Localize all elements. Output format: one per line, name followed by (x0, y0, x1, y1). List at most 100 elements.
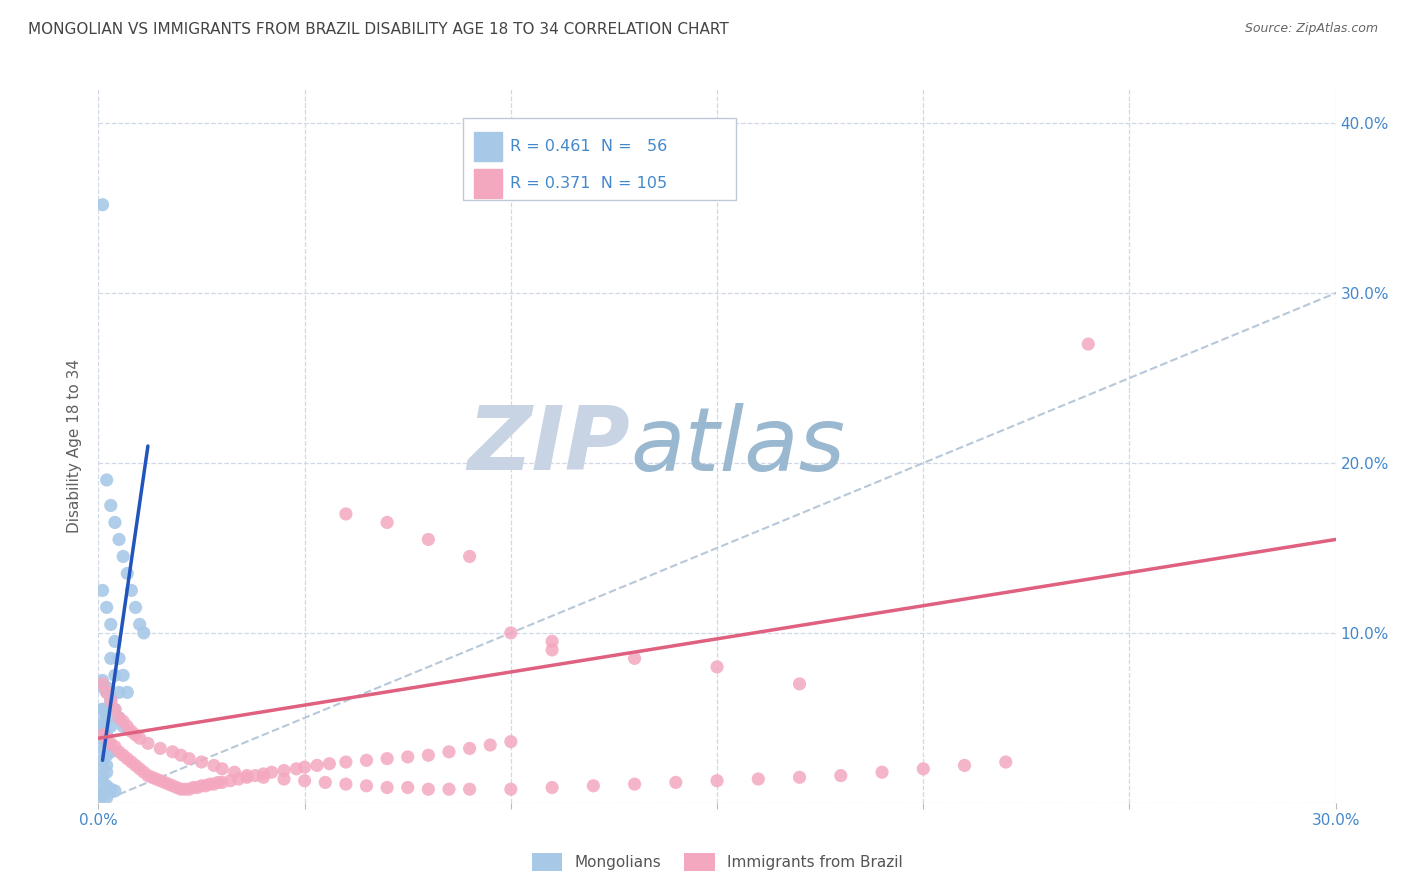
Point (789, 677, 811, 691)
Point (141, 770, 163, 784)
Point (157, 777, 180, 791)
Point (128, 617, 150, 632)
Point (128, 731, 150, 746)
Point (190, 755, 212, 769)
Point (112, 714, 135, 729)
Point (541, 780, 564, 795)
Point (153, 775, 176, 789)
Point (396, 780, 419, 795)
Point (100, 499, 122, 513)
Point (120, 755, 142, 769)
Point (706, 660, 728, 674)
Point (335, 507, 357, 521)
Point (100, 694, 122, 708)
Point (120, 583, 142, 598)
Point (458, 549, 481, 564)
Point (541, 643, 564, 657)
Point (96, 711, 118, 725)
Point (194, 779, 217, 793)
Point (91, 775, 114, 789)
Point (91, 770, 114, 784)
Point (458, 741, 481, 756)
Point (91, 583, 114, 598)
Point (273, 764, 295, 778)
Point (211, 762, 233, 776)
Point (582, 779, 605, 793)
Point (236, 769, 259, 783)
Point (117, 566, 139, 581)
Point (418, 748, 440, 763)
Point (117, 719, 139, 733)
Point (104, 634, 127, 648)
Point (356, 779, 378, 793)
Point (499, 626, 522, 640)
Point (1077, 337, 1099, 351)
Point (170, 748, 193, 763)
Point (104, 784, 127, 798)
Point (96, 748, 118, 763)
Text: ZIP: ZIP (468, 402, 630, 490)
Point (124, 758, 146, 772)
Point (186, 780, 208, 795)
Text: Source: ZipAtlas.com: Source: ZipAtlas.com (1244, 22, 1378, 36)
Text: R = 0.461  N =   56: R = 0.461 N = 56 (510, 139, 666, 154)
Point (108, 711, 131, 725)
Point (418, 782, 440, 797)
Point (117, 751, 139, 765)
Point (149, 773, 172, 788)
Point (100, 745, 122, 759)
Point (104, 668, 127, 682)
Point (149, 741, 172, 756)
Point (162, 745, 184, 759)
Point (96, 790, 118, 805)
Point (117, 685, 139, 699)
Point (541, 634, 564, 648)
Point (162, 779, 184, 793)
Point (91, 731, 114, 746)
Point (499, 782, 522, 797)
Point (179, 782, 201, 797)
Point (174, 782, 197, 797)
Point (305, 758, 328, 772)
Point (104, 516, 127, 530)
Point (219, 773, 242, 788)
Point (96, 731, 118, 746)
Point (108, 685, 131, 699)
Point (375, 780, 398, 795)
Point (198, 777, 221, 791)
Point (91, 673, 114, 688)
Point (91, 677, 114, 691)
Point (437, 782, 460, 797)
Point (132, 626, 155, 640)
Point (260, 765, 283, 780)
Point (623, 777, 645, 791)
Point (273, 772, 295, 786)
Point (211, 775, 233, 789)
Point (96, 685, 118, 699)
Point (124, 600, 146, 615)
Point (96, 473, 118, 487)
Point (458, 782, 481, 797)
Point (100, 736, 122, 750)
Point (112, 748, 135, 763)
Point (136, 736, 159, 750)
Point (100, 651, 122, 665)
Point (91, 741, 114, 756)
Point (104, 739, 127, 754)
Point (318, 756, 340, 771)
Point (207, 775, 229, 789)
Point (91, 714, 114, 729)
Point (789, 770, 811, 784)
Point (96, 765, 118, 780)
Point (96, 758, 118, 772)
Point (100, 782, 122, 797)
Point (136, 769, 159, 783)
Text: MONGOLIAN VS IMMIGRANTS FROM BRAZIL DISABILITY AGE 18 TO 34 CORRELATION CHART: MONGOLIAN VS IMMIGRANTS FROM BRAZIL DISA… (28, 22, 728, 37)
Point (108, 533, 131, 547)
Point (96, 680, 118, 694)
Point (418, 533, 440, 547)
Point (747, 772, 769, 786)
Point (104, 702, 127, 716)
Point (124, 728, 146, 742)
Point (96, 685, 118, 699)
